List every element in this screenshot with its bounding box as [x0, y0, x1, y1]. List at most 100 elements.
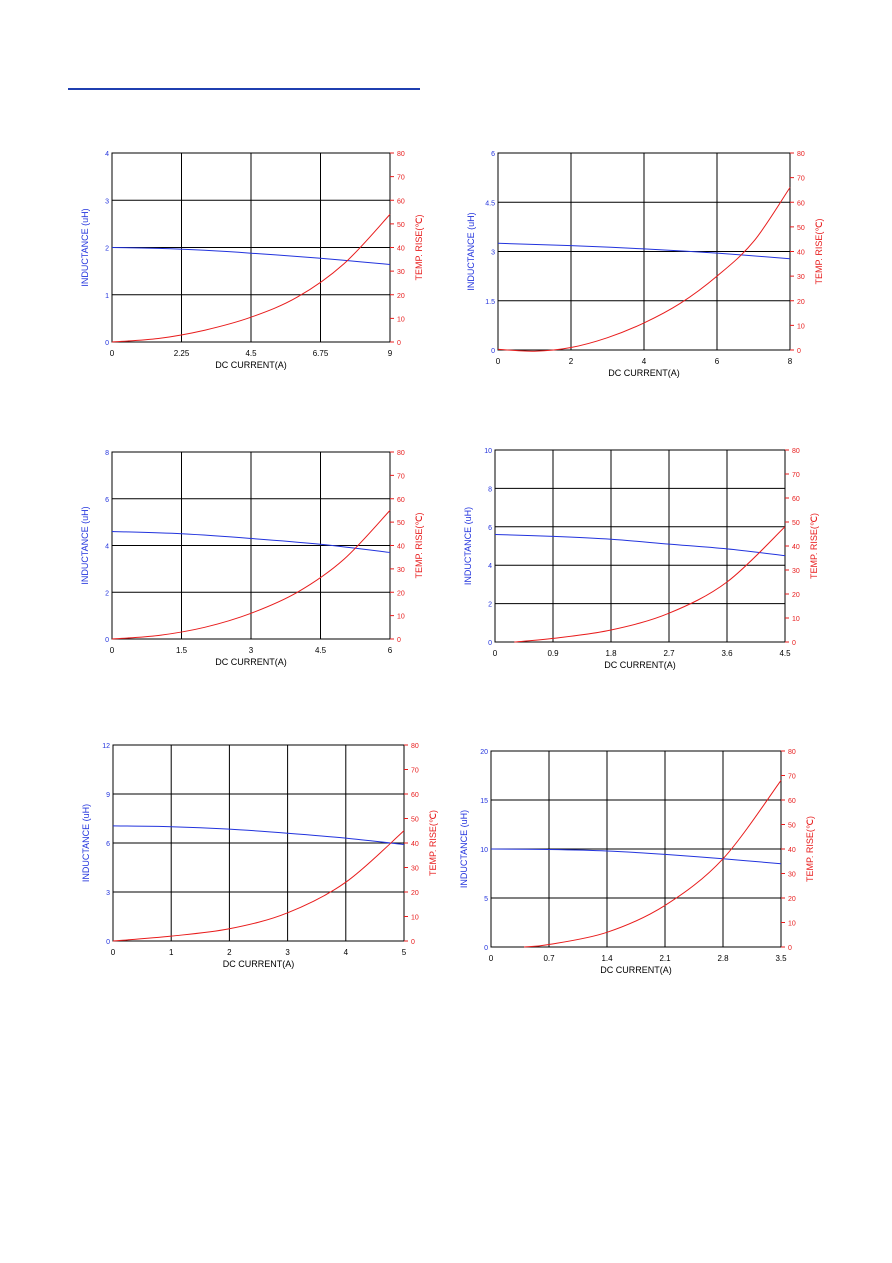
y2-tick-label: 10 — [797, 323, 805, 330]
x-tick-label: 2 — [569, 357, 574, 366]
x-axis-label: DC CURRENT(A) — [608, 368, 680, 378]
inductance-line — [494, 534, 786, 557]
y-tick-label: 2 — [105, 590, 109, 597]
y2-tick-label: 40 — [792, 544, 800, 551]
y2-tick-label: 0 — [397, 637, 401, 644]
temp-rise-line — [497, 187, 791, 352]
y2-axis-label: TEMP. RISE(℃) — [805, 816, 815, 882]
y2-tick-label: 50 — [411, 817, 419, 824]
temp-rise-line — [111, 510, 391, 640]
y2-tick-label: 20 — [397, 590, 405, 597]
y2-tick-label: 20 — [397, 293, 405, 300]
y2-tick-label: 50 — [797, 225, 805, 232]
x-tick-label: 9 — [388, 349, 393, 358]
y-tick-label: 12 — [102, 743, 110, 750]
header-rule — [68, 88, 420, 90]
y-axis-label: INDUCTANCE (uH) — [80, 506, 90, 584]
y2-tick-label: 80 — [397, 151, 405, 158]
y-axis-label: INDUCTANCE (uH) — [81, 804, 91, 882]
y-tick-label: 4 — [105, 151, 109, 158]
x-axis-label: DC CURRENT(A) — [223, 959, 295, 969]
y2-tick-label: 80 — [397, 450, 405, 457]
y-tick-label: 0 — [106, 939, 110, 946]
y2-tick-label: 80 — [792, 448, 800, 455]
y2-tick-label: 30 — [797, 274, 805, 281]
y2-tick-label: 10 — [397, 614, 405, 621]
y2-tick-label: 60 — [411, 792, 419, 799]
x-tick-label: 6.75 — [313, 349, 329, 358]
x-tick-label: 4.5 — [245, 349, 257, 358]
y-tick-label: 20 — [480, 749, 488, 756]
x-tick-label: 8 — [788, 357, 793, 366]
x-tick-label: 4.5 — [315, 646, 327, 655]
y2-tick-label: 30 — [788, 872, 796, 879]
y-tick-label: 6 — [106, 841, 110, 848]
y2-tick-label: 30 — [397, 567, 405, 574]
x-tick-label: 2.1 — [659, 954, 671, 963]
x-tick-label: 2 — [227, 948, 232, 957]
x-tick-label: 2.7 — [663, 649, 675, 658]
y-tick-label: 4.5 — [485, 200, 495, 207]
y2-tick-label: 80 — [797, 151, 805, 158]
y2-tick-label: 50 — [792, 520, 800, 527]
y2-tick-label: 0 — [397, 340, 401, 347]
y-axis-label: INDUCTANCE (uH) — [80, 208, 90, 286]
y2-tick-label: 70 — [792, 472, 800, 479]
x-tick-label: 5 — [402, 948, 407, 957]
y2-tick-label: 40 — [788, 847, 796, 854]
y-tick-label: 2 — [105, 246, 109, 253]
y2-tick-label: 80 — [788, 749, 796, 756]
y2-tick-label: 50 — [397, 520, 405, 527]
y2-tick-label: 20 — [792, 592, 800, 599]
x-tick-label: 2.25 — [174, 349, 190, 358]
inductance-line — [112, 825, 405, 846]
y2-tick-label: 20 — [411, 890, 419, 897]
x-tick-label: 6 — [388, 646, 393, 655]
y2-tick-label: 10 — [792, 616, 800, 623]
x-tick-label: 0 — [110, 349, 115, 358]
y2-tick-label: 70 — [797, 176, 805, 183]
y2-tick-label: 50 — [788, 823, 796, 830]
y-tick-label: 0 — [491, 348, 495, 355]
x-tick-label: 4 — [642, 357, 647, 366]
y2-tick-label: 0 — [788, 945, 792, 952]
y2-axis-label: TEMP. RISE(℃) — [414, 513, 424, 579]
chart-4: 0 0.9 1.8 2.7 3.6 4.5024681001020304050607080… — [463, 448, 819, 670]
y2-tick-label: 70 — [411, 768, 419, 775]
x-axis-label: DC CURRENT(A) — [600, 965, 672, 975]
y-tick-label: 10 — [480, 847, 488, 854]
temp-rise-line — [111, 214, 391, 343]
x-tick-label: 2.8 — [717, 954, 729, 963]
y2-axis-label: TEMP. RISE(℃) — [809, 513, 819, 579]
y2-tick-label: 60 — [797, 200, 805, 207]
y2-tick-label: 10 — [788, 921, 796, 928]
y2-tick-label: 30 — [411, 866, 419, 873]
y2-tick-label: 40 — [397, 544, 405, 551]
x-tick-label: 4 — [344, 948, 349, 957]
y-axis-label: INDUCTANCE (uH) — [459, 810, 469, 888]
x-tick-label: 0.7 — [543, 954, 555, 963]
y-tick-label: 4 — [488, 563, 492, 570]
x-tick-label: 3 — [249, 646, 254, 655]
inductance-line — [111, 531, 391, 553]
inductance-line — [111, 247, 391, 265]
x-tick-label: 1 — [169, 948, 174, 957]
y2-tick-label: 40 — [797, 250, 805, 257]
y2-tick-label: 70 — [397, 473, 405, 480]
y-tick-label: 1.5 — [485, 299, 495, 306]
x-tick-label: 0 — [111, 948, 116, 957]
plot-frame — [494, 449, 786, 643]
x-tick-label: 4.5 — [779, 649, 791, 658]
x-tick-label: 1.4 — [601, 954, 613, 963]
y-tick-label: 5 — [484, 896, 488, 903]
y2-tick-label: 40 — [397, 246, 405, 253]
y-axis-label: INDUCTANCE (uH) — [466, 212, 476, 290]
y-tick-label: 0 — [105, 637, 109, 644]
y2-tick-label: 60 — [788, 798, 796, 805]
y-tick-label: 4 — [105, 544, 109, 551]
x-tick-label: 6 — [715, 357, 720, 366]
